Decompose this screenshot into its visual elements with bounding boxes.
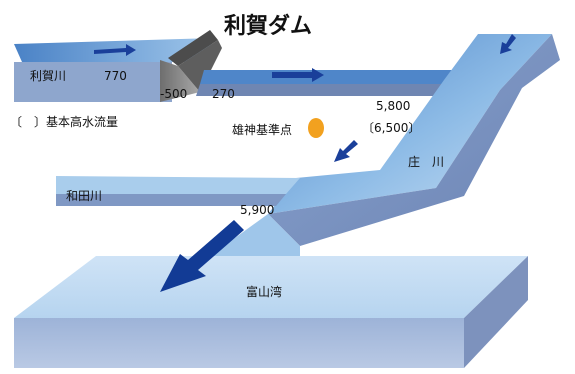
toga-lower-flow-arrow-icon xyxy=(272,68,324,82)
toga-inflow-value: 770 xyxy=(104,69,127,83)
toga-dam xyxy=(160,30,222,102)
dam-body xyxy=(160,60,200,102)
sho-river-surface xyxy=(268,34,552,214)
bay-front-face xyxy=(14,318,464,368)
ogami-reference-point-label: 雄神基準点 xyxy=(232,122,292,137)
toga-lower-channel xyxy=(196,70,452,96)
toga-river-label: 利賀川 xyxy=(30,69,66,83)
toyama-bay-label: 富山湾 xyxy=(246,284,282,299)
toga-flow-arrow-icon xyxy=(94,44,136,56)
ogami-plan-flow-value: 5,800 xyxy=(376,99,410,113)
bay-surface xyxy=(14,256,528,318)
bay-flow-arrow-icon xyxy=(160,220,244,292)
wada-river-label: 和田川 xyxy=(66,189,102,203)
toga-lower-surface xyxy=(200,70,452,84)
sho-upper-flow-arrow-icon xyxy=(500,34,516,54)
lower-flow-value: 5,900 xyxy=(240,203,274,217)
dam-crest xyxy=(168,30,218,66)
wada-river-surface xyxy=(56,176,300,194)
dam-face xyxy=(178,40,222,92)
wada-river-front-face xyxy=(56,194,286,206)
sho-middle-flow-arrow-icon xyxy=(334,140,358,162)
dam-cut-value: -500 xyxy=(160,87,187,101)
lower-channel-surface xyxy=(210,214,300,256)
dam-release-value: 270 xyxy=(212,87,235,101)
sho-river-label: 庄 川 xyxy=(408,154,444,169)
ogami-reference-point-marker-icon xyxy=(308,118,324,138)
bay-side-face xyxy=(464,256,528,368)
toga-lower-front-face xyxy=(196,84,444,96)
toyama-bay xyxy=(14,256,528,368)
toga-river-front-face xyxy=(14,62,172,102)
basic-high-water-legend: 〔 〕基本高水流量 xyxy=(10,114,118,129)
wada-river xyxy=(56,176,300,206)
ogami-basic-flow-value: 〔6,500〕 xyxy=(362,121,420,135)
sho-river-side-face xyxy=(268,34,560,246)
sho-river xyxy=(268,34,560,246)
dam-name-label: 利賀ダム xyxy=(224,13,312,39)
